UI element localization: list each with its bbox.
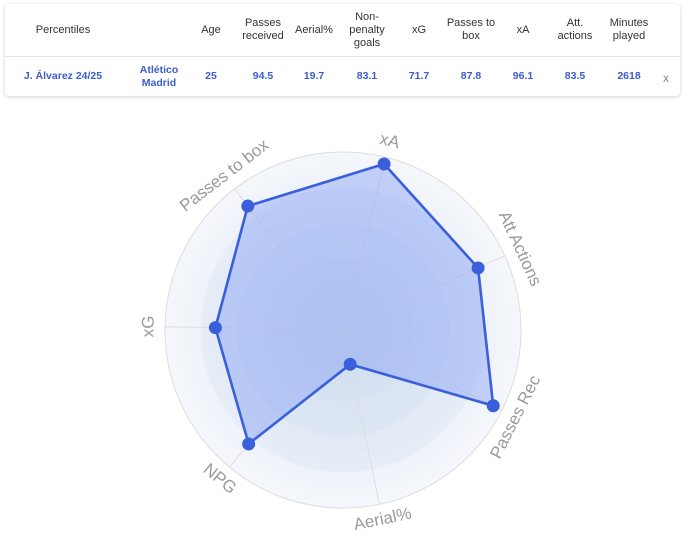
player-name[interactable]: J. Álvarez 24/25 bbox=[23, 70, 103, 82]
data-point-0 bbox=[377, 157, 391, 171]
close-button[interactable]: x bbox=[663, 71, 669, 85]
header-passes-to-box: Passes to box bbox=[446, 17, 496, 42]
header-passes-received: Passes received bbox=[242, 17, 284, 42]
table-row[interactable]: J. Álvarez 24/25 Atlético Madrid 25 94.5… bbox=[5, 57, 680, 96]
stats-table: Percentiles Age Passes received Aerial% … bbox=[5, 4, 680, 96]
team-name[interactable]: Atlético Madrid bbox=[139, 63, 179, 89]
data-point-2 bbox=[486, 399, 500, 413]
spoke-5 bbox=[165, 326, 344, 331]
header-npg: Non-penalty goals bbox=[349, 10, 385, 49]
value-passes-to-box: 87.8 bbox=[460, 70, 482, 82]
axis-label-0: xA bbox=[378, 129, 402, 152]
value-att-actions: 83.5 bbox=[564, 70, 586, 82]
header-percentiles: Percentiles bbox=[35, 23, 91, 36]
header-xa: xA bbox=[516, 23, 530, 36]
header-att-actions: Att. actions bbox=[557, 17, 593, 42]
value-npg: 83.1 bbox=[356, 70, 378, 82]
spoke-0 bbox=[342, 157, 387, 331]
table-header-row: Percentiles Age Passes received Aerial% … bbox=[5, 4, 680, 57]
header-age: Age bbox=[201, 23, 221, 36]
data-point-5 bbox=[208, 321, 222, 335]
data-point-6 bbox=[241, 199, 255, 213]
value-xa: 96.1 bbox=[512, 70, 534, 82]
data-point-1 bbox=[471, 261, 485, 275]
header-aerial: Aerial% bbox=[295, 23, 333, 36]
value-age: 25 bbox=[205, 70, 217, 82]
data-polygon bbox=[214, 162, 495, 446]
header-minutes: Minutes played bbox=[609, 17, 649, 42]
spoke-2 bbox=[342, 329, 503, 411]
data-point-3 bbox=[343, 357, 357, 371]
value-aerial: 19.7 bbox=[303, 70, 325, 82]
data-point-4 bbox=[242, 437, 256, 451]
axis-label-5: xG bbox=[138, 315, 157, 337]
axis-label-3: Aerial% bbox=[352, 504, 413, 535]
value-xg: 71.7 bbox=[408, 70, 430, 82]
value-passes-received: 94.5 bbox=[252, 70, 274, 82]
spoke-6 bbox=[234, 188, 344, 331]
value-minutes: 2618 bbox=[617, 70, 641, 82]
header-xg: xG bbox=[411, 23, 427, 36]
